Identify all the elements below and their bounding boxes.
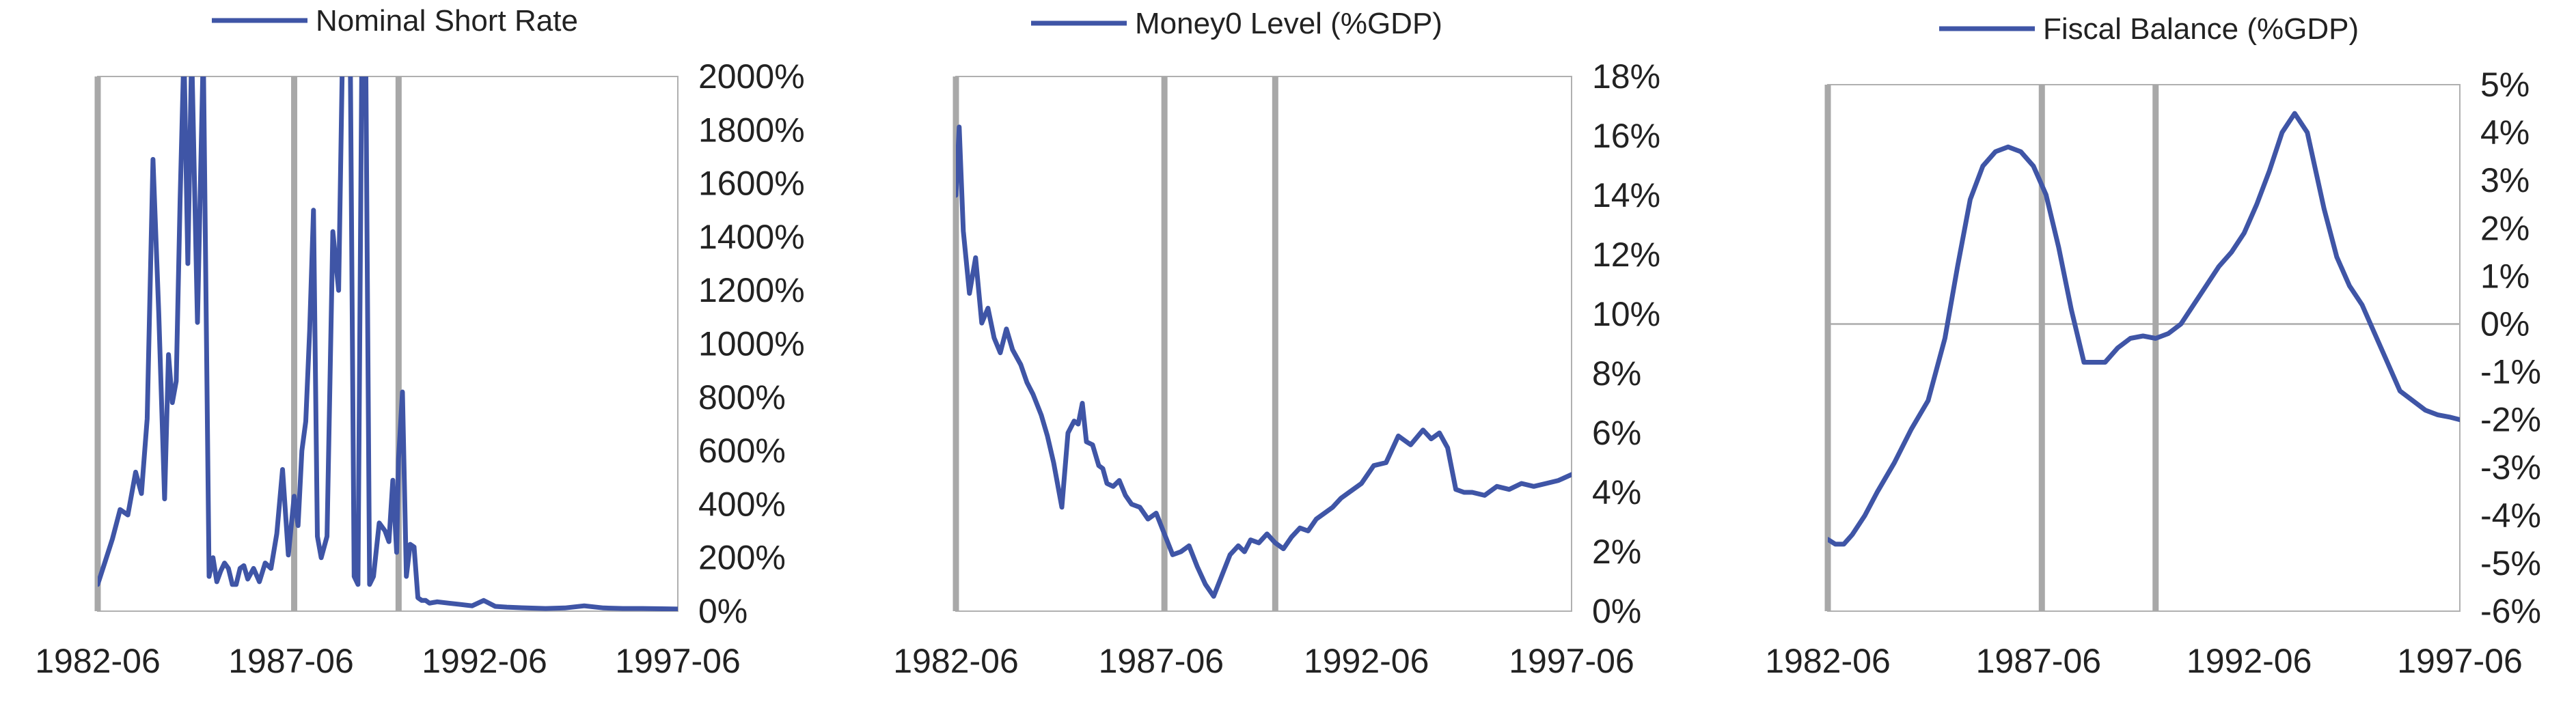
chart-3: -6% -5% -4% -3% -2% -1% 0% 1% 2% 3% 4% 5% 1982-06 198… — [1765, 12, 2541, 680]
y-tick-label: 14% — [1592, 176, 1660, 214]
legend-label: Fiscal Balance (%GDP) — [2043, 12, 2359, 46]
x-tick-label: 1982-06 — [1765, 642, 1891, 680]
plot-frame — [955, 76, 1572, 612]
chart-2: 0% 2% 4% 6% 8% 10% 12% 14% 16% 18% 1982-06 1987-06 1… — [893, 7, 1660, 680]
y-tick-label: 2% — [1592, 533, 1641, 571]
y-tick-label: 1800% — [698, 111, 805, 149]
x-tick-label: 1997-06 — [615, 642, 741, 680]
y-tick-label: 4% — [2480, 113, 2530, 152]
plot-frame — [1827, 84, 2461, 612]
y-tick-label: 400% — [698, 485, 786, 523]
x-tick-label: 1997-06 — [1509, 642, 1634, 680]
y-tick-label: 800% — [698, 378, 786, 417]
y-tick-label: 16% — [1592, 117, 1660, 155]
chart-1: 0% 200% 400% 600% 800% 1000% 1200% 1400% 1600% 18… — [35, 4, 804, 680]
y-tick-label: 200% — [698, 539, 786, 577]
y-tick-label: 1400% — [698, 218, 805, 256]
x-tick-label: 1987-06 — [1976, 642, 2102, 680]
y-tick-label: 1600% — [698, 165, 805, 203]
x-tick-label: 1997-06 — [2397, 642, 2523, 680]
legend-label: Money0 Level (%GDP) — [1135, 7, 1442, 40]
y-tick-label: 12% — [1592, 236, 1660, 274]
legend: Money0 Level (%GDP) — [1031, 7, 1442, 40]
y-tick-label: 600% — [698, 432, 786, 470]
legend: Fiscal Balance (%GDP) — [1939, 12, 2359, 46]
y-tick-label: 5% — [2480, 66, 2530, 104]
legend: Nominal Short Rate — [212, 4, 578, 38]
y-tick-label: 1000% — [698, 325, 805, 363]
y-tick-label: 1200% — [698, 271, 805, 309]
x-tick-label: 1992-06 — [2187, 642, 2312, 680]
x-tick-label: 1987-06 — [228, 642, 354, 680]
y-tick-label: 0% — [698, 592, 748, 630]
y-tick-label: 3% — [2480, 161, 2530, 199]
y-tick-label: -3% — [2480, 449, 2541, 487]
y-tick-label: 18% — [1592, 57, 1660, 96]
series-line — [98, 76, 678, 611]
x-tick-label: 1992-06 — [422, 642, 547, 680]
y-tick-label: -6% — [2480, 592, 2541, 630]
y-tick-label: 2000% — [698, 57, 805, 96]
y-tick-label: 1% — [2480, 257, 2530, 295]
x-tick-label: 1987-06 — [1099, 642, 1224, 680]
y-tick-label: 8% — [1592, 354, 1641, 393]
y-tick-label: -5% — [2480, 544, 2541, 582]
y-tick-label: 6% — [1592, 414, 1641, 452]
x-tick-label: 1992-06 — [1304, 642, 1429, 680]
y-tick-label: -2% — [2480, 401, 2541, 439]
y-tick-label: 4% — [1592, 473, 1641, 511]
y-tick-label: -4% — [2480, 496, 2541, 535]
y-tick-label: 10% — [1592, 295, 1660, 333]
y-tick-label: 0% — [2480, 305, 2530, 343]
y-tick-label: 2% — [2480, 209, 2530, 247]
legend-label: Nominal Short Rate — [316, 4, 578, 38]
x-tick-label: 1982-06 — [35, 642, 161, 680]
x-tick-label: 1982-06 — [893, 642, 1019, 680]
y-tick-label: 0% — [1592, 592, 1641, 630]
series-line — [1828, 111, 2460, 547]
y-tick-label: -1% — [2480, 353, 2541, 391]
series-line — [956, 124, 1572, 599]
